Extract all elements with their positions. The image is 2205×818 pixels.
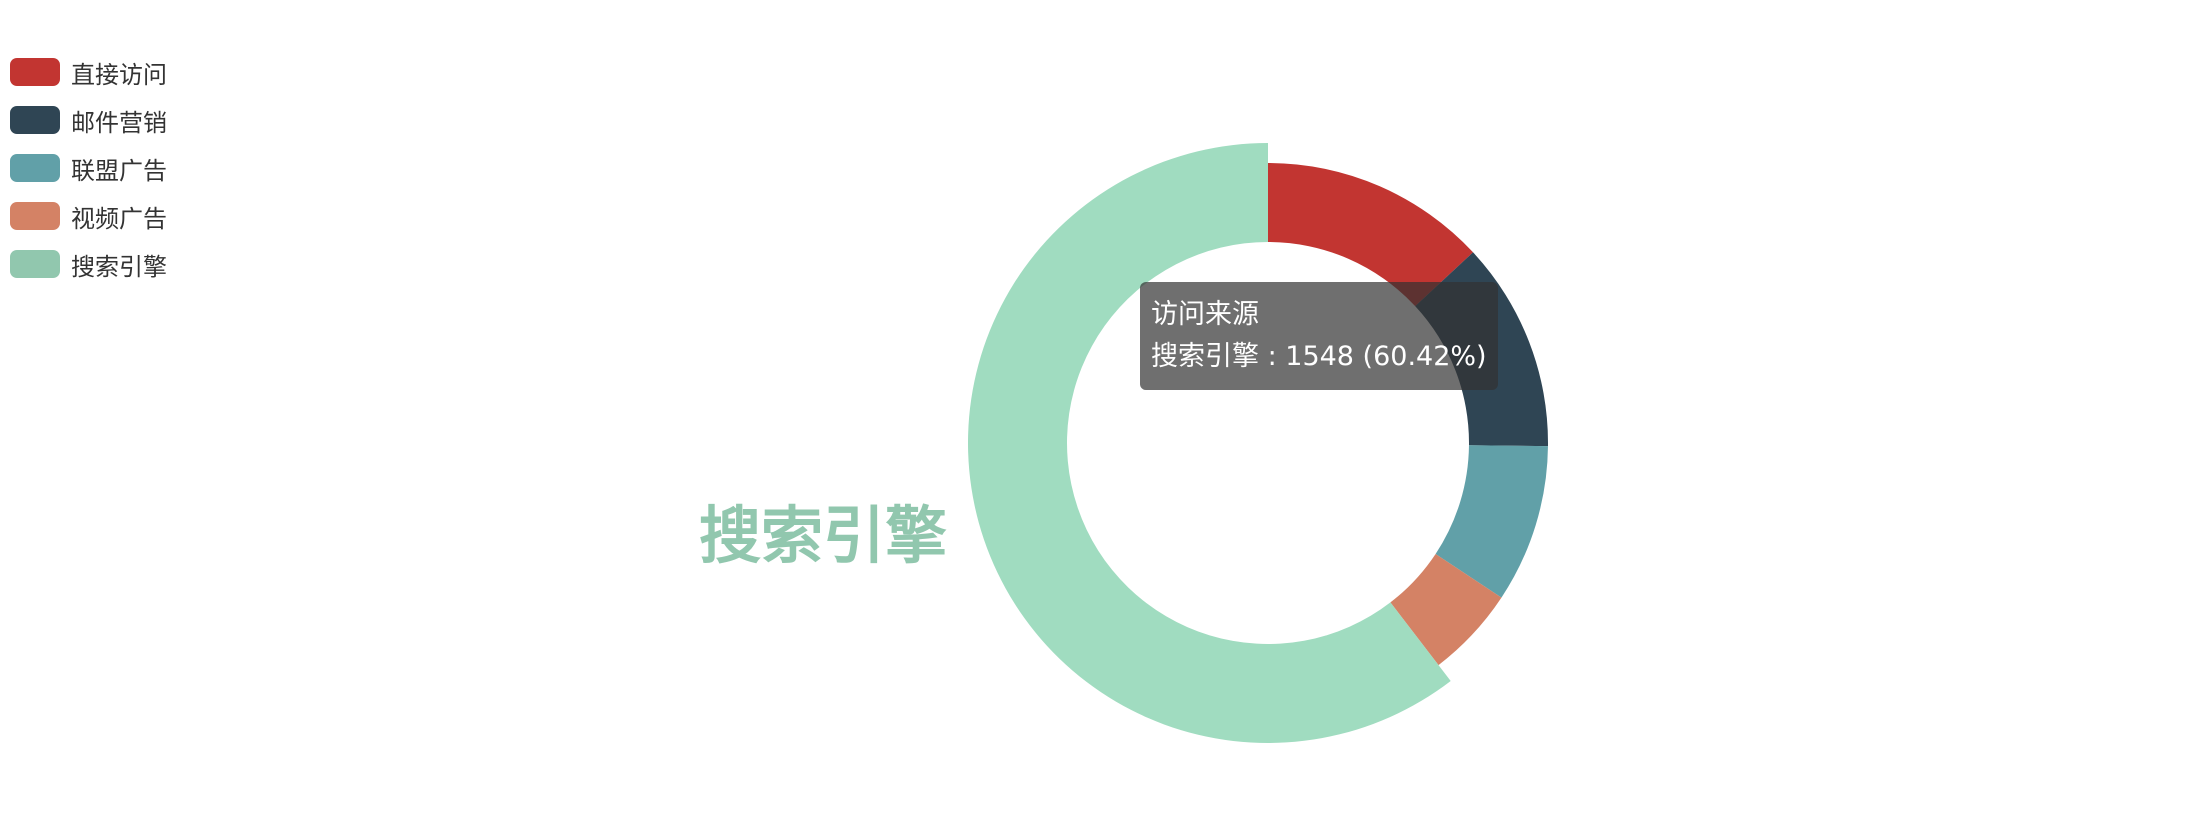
legend-item-email[interactable]: 邮件营销	[10, 96, 167, 144]
legend-swatch	[10, 202, 60, 230]
legend-swatch	[10, 250, 60, 278]
donut-slice[interactable]	[967, 143, 1451, 743]
legend-item-video[interactable]: 视频广告	[10, 192, 167, 240]
donut-slices	[967, 143, 1548, 743]
legend-item-direct[interactable]: 直接访问	[10, 48, 167, 96]
legend-swatch	[10, 106, 60, 134]
legend-label: 直接访问	[71, 60, 167, 89]
tooltip-text: 搜索引擎 : 1548 (60.42%)	[1151, 341, 1487, 372]
donut-slice[interactable]	[1435, 445, 1548, 598]
legend-label: 视频广告	[71, 204, 167, 233]
emphasis-label: 搜索引擎	[699, 499, 947, 572]
legend-label: 邮件营销	[71, 108, 167, 137]
donut-slice[interactable]	[1268, 163, 1474, 307]
legend-item-search[interactable]: 搜索引擎	[10, 240, 167, 288]
legend-item-alliance[interactable]: 联盟广告	[10, 144, 167, 192]
donut-slice[interactable]	[1390, 553, 1502, 666]
legend-label: 搜索引擎	[71, 252, 167, 281]
tooltip: 访问来源 搜索引擎 : 1548 (60.42%)	[1140, 282, 1498, 390]
tooltip-title: 访问来源	[1151, 299, 1259, 330]
legend-label: 联盟广告	[71, 156, 167, 185]
legend: 直接访问 邮件营销 联盟广告 视频广告 搜索引擎	[10, 48, 167, 288]
legend-swatch	[10, 154, 60, 182]
legend-swatch	[10, 58, 60, 86]
